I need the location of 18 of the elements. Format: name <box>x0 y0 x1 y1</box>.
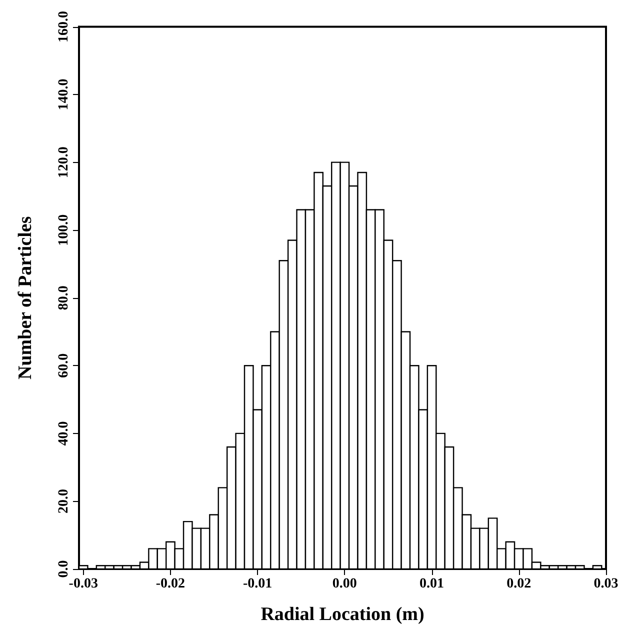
y-tick-label: 0.0 <box>56 560 72 578</box>
y-tick-label: 140.0 <box>56 78 72 110</box>
y-tick-label: 160.0 <box>56 11 72 42</box>
x-tick-label: 0.02 <box>506 576 532 592</box>
y-tick-label: 20.0 <box>56 488 72 514</box>
x-tick-label: 0.03 <box>594 576 618 592</box>
y-tick-label: 100.0 <box>56 214 72 246</box>
x-axis-title: Radial Location (m) <box>260 604 424 625</box>
y-axis-title: Number of Particles <box>15 216 36 380</box>
x-tick-label: 0.01 <box>420 576 444 592</box>
x-tick-label: -0.01 <box>242 576 272 592</box>
x-tick-label: -0.03 <box>68 576 98 592</box>
x-tick-label: 0.00 <box>332 576 357 592</box>
y-tick-label: 60.0 <box>56 353 72 378</box>
y-tick-label: 40.0 <box>56 421 72 446</box>
y-tick-label: 120.0 <box>56 146 72 178</box>
x-tick-label: -0.02 <box>156 576 186 592</box>
y-tick-label: 80.0 <box>56 286 72 310</box>
